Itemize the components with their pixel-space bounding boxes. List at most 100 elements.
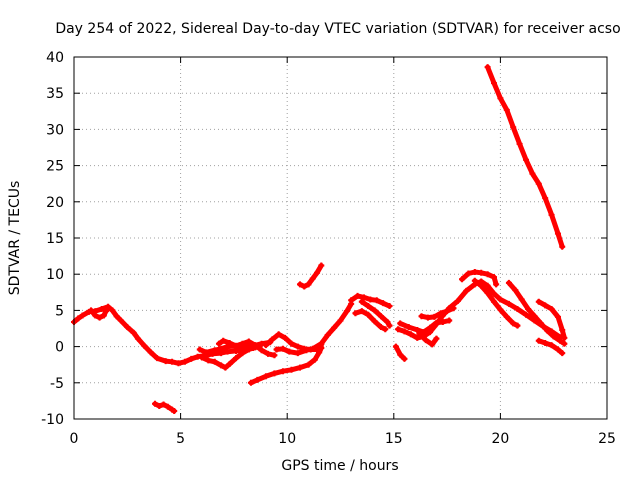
data-point — [559, 326, 566, 333]
data-point — [265, 350, 272, 357]
data-point — [331, 324, 338, 331]
series-arc-9 — [273, 300, 355, 357]
data-point — [471, 269, 478, 276]
data-point — [518, 296, 525, 303]
y-tick-label: 30 — [46, 122, 64, 138]
data-point — [386, 322, 393, 329]
data-point — [288, 340, 295, 347]
data-point — [418, 313, 425, 320]
data-point — [181, 358, 188, 365]
series-arc-17 — [418, 305, 457, 321]
series-line — [472, 278, 520, 329]
x-tick-label: 5 — [176, 431, 185, 447]
data-point — [171, 408, 178, 415]
data-point — [205, 357, 212, 364]
y-tick-label: 10 — [46, 267, 64, 283]
data-point — [525, 305, 532, 312]
series-arc-22 — [535, 298, 568, 341]
data-point — [471, 277, 478, 284]
data-point — [503, 313, 510, 320]
data-point — [279, 345, 286, 352]
ticks: 0 5 10 15 20 25 -10 -5 0 5 10 15 20 25 30 35 40 — [41, 50, 616, 447]
series-arc-18 — [416, 330, 440, 348]
series-arc-6 — [215, 337, 278, 359]
y-tick-label: 15 — [46, 231, 64, 247]
data-point — [478, 282, 485, 289]
data-point — [535, 298, 542, 305]
x-tick-label: 0 — [70, 431, 79, 447]
data-point — [550, 333, 557, 340]
x-tick-label: 10 — [278, 431, 296, 447]
data-point — [491, 290, 498, 297]
series-line — [506, 280, 567, 347]
data-point — [117, 317, 124, 324]
data-point — [296, 364, 303, 371]
data-point — [427, 324, 434, 331]
data-point — [348, 297, 355, 304]
data-point — [542, 339, 549, 346]
data-point — [288, 366, 295, 373]
data-point — [407, 331, 414, 338]
data-point — [162, 358, 169, 365]
data-point — [535, 180, 542, 187]
data-point — [169, 358, 176, 365]
x-tick-label: 20 — [491, 431, 509, 447]
data-point — [175, 360, 182, 367]
series-arc-11 — [348, 292, 393, 310]
data-point — [318, 340, 325, 347]
data-point — [367, 296, 374, 303]
y-tick-label: 25 — [46, 159, 64, 175]
data-point — [215, 340, 222, 347]
data-point — [561, 334, 568, 341]
data-point — [397, 320, 404, 327]
data-point — [414, 326, 421, 333]
data-point — [397, 351, 404, 358]
data-point — [222, 364, 229, 371]
data-point — [358, 298, 365, 305]
series-arc-14 — [392, 343, 408, 362]
data-point — [130, 329, 137, 336]
data-point — [416, 330, 423, 337]
y-tick-label: 40 — [46, 50, 64, 66]
data-layer — [71, 64, 568, 415]
y-tick-label: -5 — [50, 376, 64, 392]
data-point — [420, 329, 427, 336]
data-point — [294, 350, 301, 357]
data-point — [218, 345, 225, 352]
series-line — [216, 338, 277, 358]
data-point — [431, 313, 438, 320]
data-point — [373, 297, 380, 304]
data-point — [275, 331, 282, 338]
data-point — [211, 358, 218, 365]
data-point — [203, 349, 210, 356]
data-point — [269, 336, 276, 343]
x-axis-label: GPS time / hours — [281, 458, 398, 474]
data-point — [134, 335, 141, 342]
y-tick-label: 0 — [55, 340, 64, 356]
data-point — [96, 314, 103, 321]
data-point — [198, 354, 205, 361]
data-point — [429, 341, 436, 348]
data-point — [233, 342, 240, 349]
series-line — [416, 331, 439, 347]
data-point — [484, 290, 491, 297]
data-point — [548, 342, 555, 349]
data-point — [439, 318, 446, 325]
data-point — [378, 313, 385, 320]
series-arc-2 — [88, 307, 109, 321]
data-point — [386, 303, 393, 310]
series-arc-3 — [152, 400, 178, 415]
data-point — [559, 350, 566, 357]
data-point — [282, 334, 289, 341]
data-point — [100, 312, 107, 319]
data-point — [484, 271, 491, 278]
data-point — [459, 276, 466, 283]
data-point — [147, 349, 154, 356]
data-point — [102, 308, 109, 315]
data-point — [160, 401, 167, 408]
data-point — [392, 343, 399, 350]
data-point — [305, 361, 312, 368]
data-point — [254, 376, 261, 383]
